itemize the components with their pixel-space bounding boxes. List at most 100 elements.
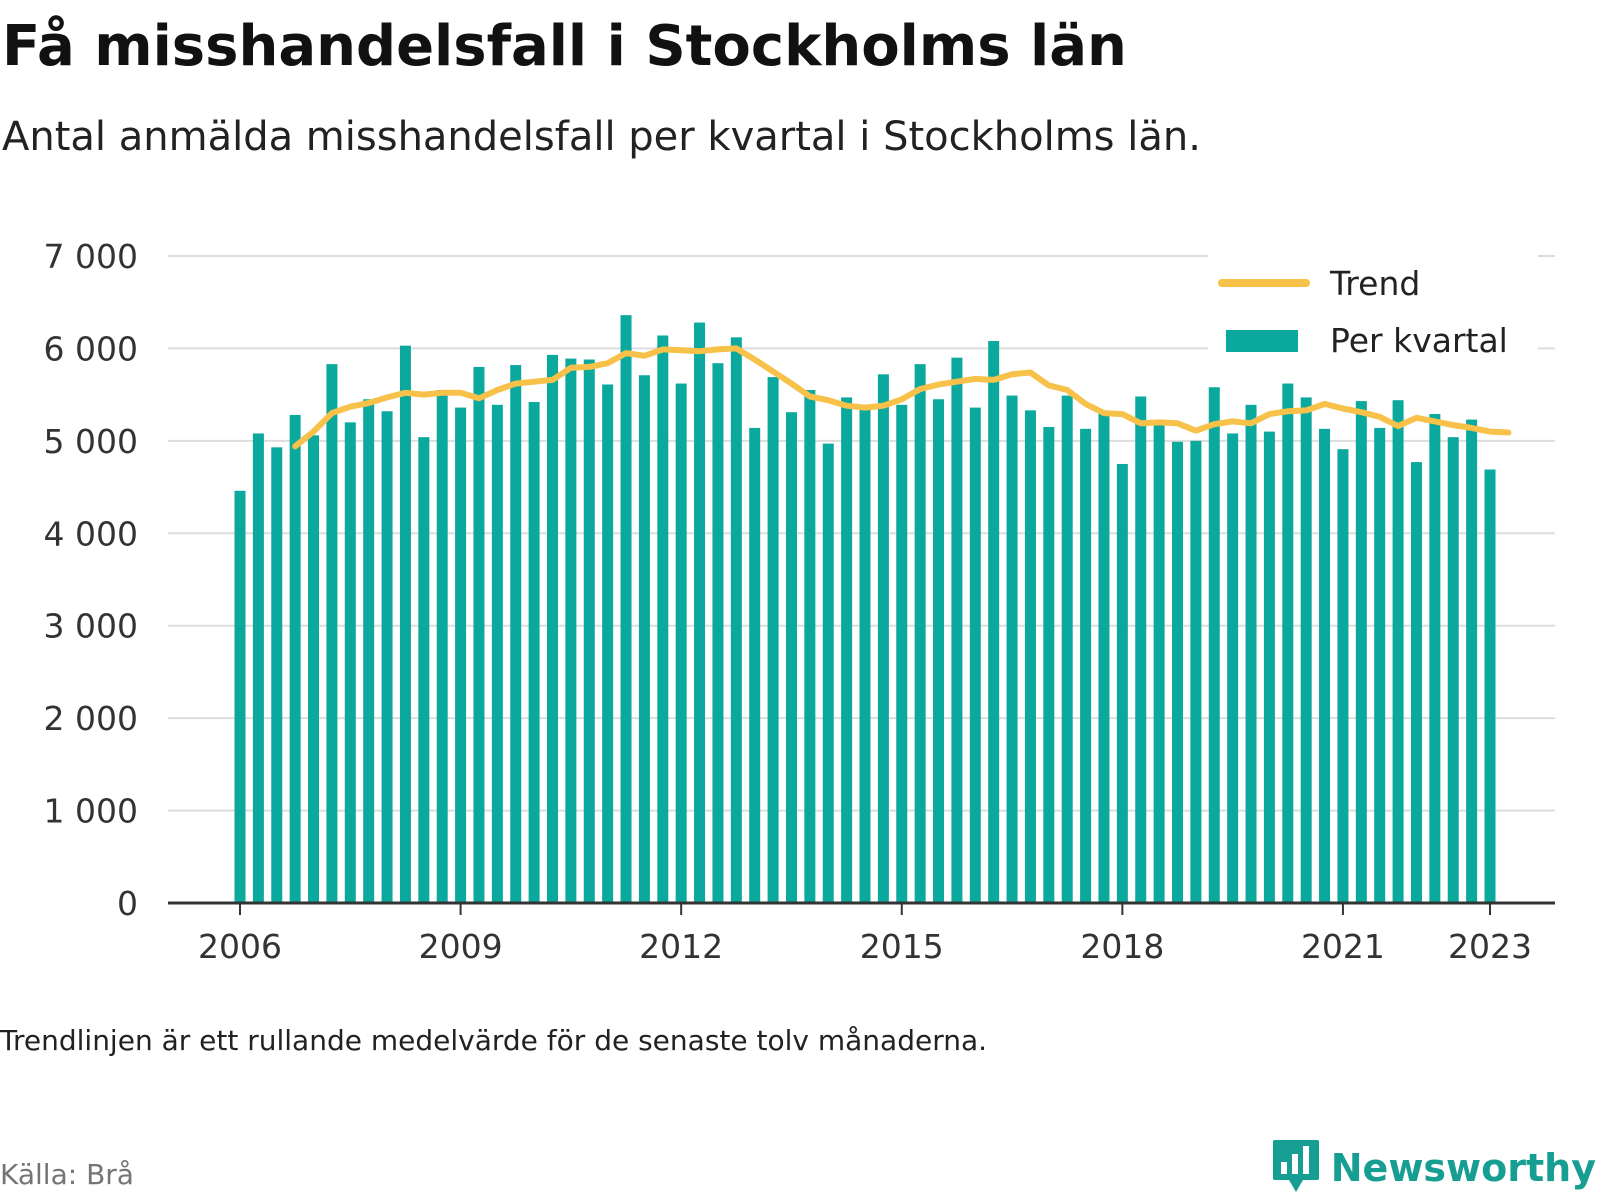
bar [436,390,448,903]
bar [785,412,797,903]
bar [1447,437,1459,903]
bar [510,365,522,904]
bar [1190,440,1202,903]
y-tick-label: 7 000 [44,237,138,276]
bar [344,422,356,903]
bar [914,364,926,903]
bar [399,345,411,903]
brand-name: Newsworthy [1330,1146,1596,1190]
source-credit: Källa: Brå [0,1158,134,1191]
y-tick-label: 1 000 [44,792,138,831]
bar [620,315,632,903]
bar [1098,412,1110,903]
bar [547,354,558,903]
bar [308,435,320,903]
bar [638,375,650,903]
bar [969,407,981,903]
trend-series [292,345,1512,450]
y-axis-labels: 0 1 000 2 000 3 000 4 000 5 000 6 000 7 000 [44,237,138,923]
bar [951,357,963,904]
legend-bars-swatch [1226,330,1298,352]
x-tick-label: 2009 [419,927,503,966]
y-tick-label: 6 000 [44,329,138,368]
bar [1043,426,1055,903]
bar [1319,428,1331,903]
brand-logo: Newsworthy [1271,1138,1596,1198]
bar [271,447,283,903]
bar [289,414,301,903]
bar [804,390,816,903]
bar [841,397,853,903]
bar [694,322,706,903]
bar [565,358,577,903]
bar [1172,441,1183,903]
y-tick-label: 5 000 [44,422,138,461]
bar [363,399,375,903]
bar [877,374,889,903]
chart-footnote: Trendlinjen är ett rullande medelvärde f… [0,1024,988,1057]
bar [583,359,595,903]
bar [1300,397,1312,903]
bar [988,341,1000,903]
bar [381,411,393,903]
bar [1024,410,1036,903]
bar [712,363,724,903]
legend: Trend Per kvartal [1208,255,1538,370]
trend-line [292,345,1512,450]
bar [749,427,761,903]
x-tick-label: 2006 [198,927,282,966]
bar [1263,431,1275,903]
bar-series-per-kvartal [234,315,1496,904]
bar [1227,433,1239,903]
bar [657,335,669,903]
bar [252,433,264,903]
bar [455,407,467,903]
bar [602,384,614,903]
x-tick-label: 2018 [1080,927,1164,966]
bar [822,443,834,903]
bar [1116,463,1128,903]
chart-subtitle: Antal anmälda misshandelsfall per kvarta… [2,114,1201,160]
bar [896,404,908,903]
x-tick-label: 2015 [860,927,944,966]
bar [1153,423,1165,903]
bar [767,377,779,903]
bar [234,490,246,903]
bar [1374,427,1386,903]
x-axis: 2006 2009 2012 2015 2018 2021 2023 [168,901,1555,966]
bar [933,399,945,903]
bar [730,337,742,903]
y-tick-label: 0 [117,884,138,923]
bar [491,404,503,903]
bar [1410,462,1422,903]
legend-trend-label: Trend [1329,264,1420,303]
bar-chart: 0 1 000 2 000 3 000 4 000 5 000 6 000 7 000 200… [44,237,1555,966]
y-tick-label: 3 000 [44,607,138,646]
bar [1429,414,1441,903]
x-tick-label: 2021 [1301,927,1385,966]
bar [1006,395,1018,903]
bar [418,437,430,903]
bar [859,409,871,903]
x-tick-label: 2023 [1448,927,1532,966]
bar [1080,428,1092,903]
legend-bars-label: Per kvartal [1330,321,1508,360]
bar [1355,401,1367,903]
bar [473,366,485,903]
bar [1337,449,1349,903]
bar [1282,383,1294,904]
chart-title: Få misshandelsfall i Stockholms län [2,14,1127,79]
bar [528,402,540,903]
bar [326,364,338,903]
bar [1245,404,1257,903]
x-tick-label: 2012 [639,927,723,966]
bar [1484,469,1496,903]
bar-chart-speech-bubble-icon [1271,1138,1321,1198]
bar [1466,419,1478,903]
y-tick-label: 4 000 [44,514,138,553]
bar [1135,396,1147,903]
bar [1208,387,1220,904]
y-tick-label: 2 000 [44,699,138,738]
bar [675,383,687,904]
bar [1392,400,1404,903]
